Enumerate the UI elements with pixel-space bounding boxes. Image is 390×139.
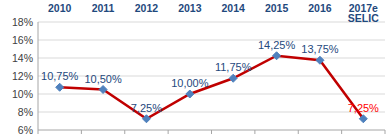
x-tick xyxy=(168,130,169,134)
data-label: 10,00% xyxy=(171,77,209,89)
grid-line xyxy=(38,40,385,41)
marker xyxy=(56,83,64,91)
marker xyxy=(359,115,367,123)
marker xyxy=(186,90,194,98)
data-label: 10,50% xyxy=(84,73,122,85)
marker xyxy=(316,56,324,64)
category-label: 2012 xyxy=(135,2,159,14)
y-tick-label: 6% xyxy=(18,124,33,136)
y-axis xyxy=(38,22,39,130)
marker xyxy=(273,52,281,60)
x-tick xyxy=(124,130,125,134)
x-tick xyxy=(81,130,82,134)
category-label: 2017eSELIC xyxy=(348,2,379,24)
y-tick-label: 8% xyxy=(18,106,33,118)
x-tick xyxy=(211,130,212,134)
category-label: 2010 xyxy=(48,2,72,14)
data-label: 7,25% xyxy=(131,102,162,114)
line xyxy=(60,56,364,119)
chart: 6% 8% 10% 12% 14% 16% 18% 2010 2011 2012 2013 2014 2… xyxy=(0,0,390,139)
marker xyxy=(229,74,237,82)
y-tick-label: 14% xyxy=(12,52,33,64)
data-label: 14,25% xyxy=(258,39,296,51)
y-tick-label: 10% xyxy=(12,88,33,100)
x-tick xyxy=(254,130,255,134)
category-label: 2016 xyxy=(308,2,332,14)
grid-line xyxy=(38,112,385,113)
data-label: 11,75% xyxy=(215,61,252,73)
grid-line xyxy=(38,22,385,23)
plot-area xyxy=(56,52,368,123)
category-label: 2014 xyxy=(222,2,246,14)
marker xyxy=(99,86,107,94)
x-tick xyxy=(38,130,39,134)
grid-line xyxy=(38,58,385,59)
x-tick xyxy=(298,130,299,134)
grid-line xyxy=(38,94,385,95)
data-label: 13,75% xyxy=(301,43,339,55)
x-tick xyxy=(341,130,342,134)
category-label: 2015 xyxy=(265,2,289,14)
data-label: 7,25% xyxy=(348,102,379,114)
category-label: 2011 xyxy=(92,2,115,14)
category-label: 2013 xyxy=(178,2,202,14)
y-tick-label: 12% xyxy=(12,70,33,82)
marker xyxy=(142,115,150,123)
y-tick-label: 16% xyxy=(12,34,33,46)
y-tick-label: 18% xyxy=(12,16,33,28)
x-tick xyxy=(385,130,386,134)
data-label: 10,75% xyxy=(41,70,79,82)
